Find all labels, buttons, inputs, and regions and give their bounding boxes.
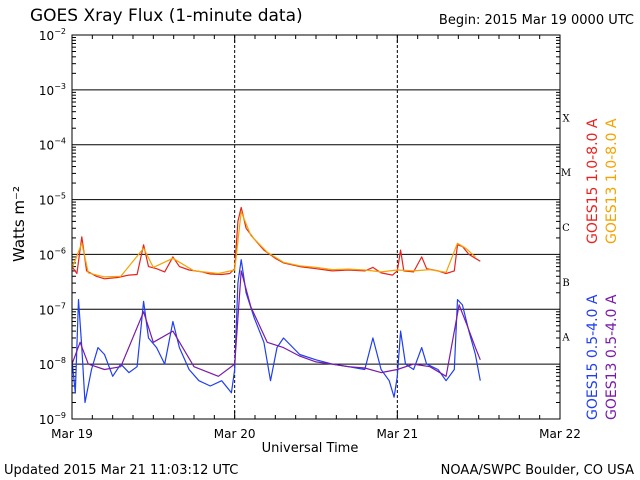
flare-class-label: X xyxy=(562,113,570,124)
y-tick-label: 10−9 xyxy=(39,411,66,427)
flare-class-label: M xyxy=(561,168,571,179)
y-tick-label: 10−5 xyxy=(39,192,66,208)
y-tick-label: 10−4 xyxy=(39,137,66,153)
x-tick-label: Mar 21 xyxy=(376,427,418,441)
updated-timestamp: Updated 2015 Mar 21 11:03:12 UTC xyxy=(4,463,239,478)
legend-goes15-short: GOES15 0.5-4.0 A xyxy=(585,294,601,420)
y-tick-label: 10−2 xyxy=(39,27,66,43)
y-tick-label: 10−7 xyxy=(39,301,66,317)
legend-goes15-long: GOES15 1.0-8.0 A xyxy=(585,118,601,244)
x-axis-title: Universal Time xyxy=(261,441,359,456)
x-tick-label: Mar 22 xyxy=(539,427,581,441)
flare-class-label: B xyxy=(562,278,569,289)
flare-class-label: C xyxy=(562,223,570,234)
series-line-goes13-0-5-4-0-a xyxy=(71,270,481,377)
flare-class-labels: X M C B A xyxy=(561,113,571,343)
y-tick-label: 10−6 xyxy=(39,246,66,262)
legend-goes13-long: GOES13 1.0-8.0 A xyxy=(604,118,620,244)
plot-frame xyxy=(71,34,561,420)
series-layer xyxy=(71,206,481,404)
y-tick-labels: 10−2 10−3 10−4 10−5 10−6 10−7 10−8 10−9 xyxy=(39,27,66,427)
series-line-goes15-1-0-8-0-a xyxy=(71,206,481,280)
flare-class-label: A xyxy=(561,333,570,344)
y-tick-label: 10−3 xyxy=(39,82,66,98)
series-line-goes13-1-0-8-0-a xyxy=(71,211,476,278)
y-axis-title: Watts m⁻² xyxy=(10,186,28,262)
x-tick-label: Mar 19 xyxy=(51,427,93,441)
x-tick-labels: Mar 19 Mar 20 Mar 21 Mar 22 xyxy=(51,427,581,441)
series-line-goes15-0-5-4-0-a xyxy=(71,259,481,404)
begin-time: Begin: 2015 Mar 19 0000 UTC xyxy=(438,13,634,28)
x-tick-label: Mar 20 xyxy=(214,427,256,441)
chart-title: GOES Xray Flux (1-minute data) xyxy=(30,6,303,26)
credit-text: NOAA/SWPC Boulder, CO USA xyxy=(440,463,634,478)
y-tick-label: 10−8 xyxy=(39,356,66,372)
legend-goes13-short: GOES13 0.5-4.0 A xyxy=(604,294,620,420)
